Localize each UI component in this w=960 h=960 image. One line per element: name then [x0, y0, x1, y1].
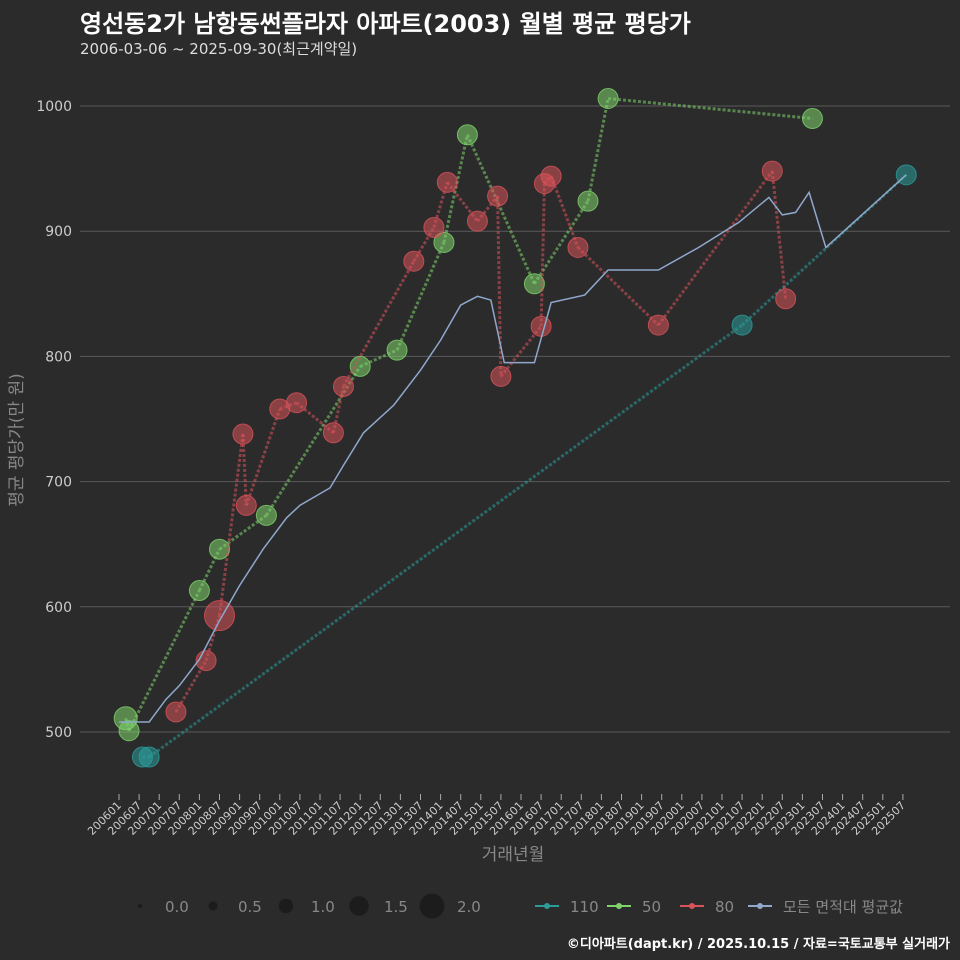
series-80-segment: [218, 433, 245, 616]
series-80-segment: [549, 175, 580, 249]
series-50-point: [118, 720, 140, 742]
series-80-point: [761, 160, 783, 182]
series-80-segment: [576, 246, 660, 327]
x-axis-title: 거래년월: [482, 845, 545, 865]
series-50-point: [386, 339, 408, 361]
series-80-point: [775, 288, 797, 310]
y-tick-label: 1000: [36, 99, 72, 115]
series-50-point: [209, 538, 230, 560]
size-legend-label: 0.5: [238, 898, 262, 916]
series-80-segment: [244, 408, 282, 506]
y-tick-label: 900: [45, 224, 72, 240]
series-50-segment: [395, 241, 446, 351]
credit: ©디아파트(dapt.kr) / 2025.10.15 / 자료=국토교통부 실…: [566, 937, 950, 952]
series-80-point: [466, 210, 488, 232]
series-50-segment: [586, 98, 610, 202]
series-80-point: [487, 185, 509, 207]
series-50-point: [188, 580, 210, 602]
series-80-point: [235, 494, 257, 516]
size-legend-marker: [208, 901, 218, 911]
size-legend-label: 1.0: [311, 898, 335, 916]
series-50-point: [255, 504, 277, 526]
legend-label: 110: [570, 898, 599, 916]
series-50-segment: [607, 96, 813, 121]
series-80-point: [423, 216, 445, 238]
series-80-point: [286, 392, 308, 414]
series-50-point: [801, 108, 823, 130]
size-legend-marker: [419, 893, 445, 919]
series-80-point: [490, 365, 512, 387]
size-legend-label: 2.0: [457, 898, 481, 916]
y-tick-label: 700: [45, 475, 72, 491]
series-80-point: [647, 314, 669, 336]
chart-title: 영선동2가 남항동썬플라자 아파트(2003) 월별 평균 평당가: [80, 10, 691, 38]
series-50-point: [349, 355, 371, 377]
series-80-segment: [499, 325, 543, 378]
series-80-point: [436, 171, 458, 193]
size-legend-label: 1.5: [384, 898, 408, 916]
legend-marker-1: [616, 903, 622, 909]
series-50-segment: [466, 134, 536, 285]
size-legend-marker: [349, 896, 369, 916]
series-80-segment: [241, 433, 248, 506]
y-tick-label: 600: [45, 600, 72, 616]
size-legend-marker: [138, 904, 142, 908]
average-line: [119, 174, 907, 723]
size-legend-label: 0.0: [165, 898, 189, 916]
y-tick-label: 800: [45, 349, 72, 365]
chart-subtitle: 2006-03-06 ~ 2025-09-30(최근계약일): [80, 40, 358, 58]
y-tick-label: 500: [45, 725, 72, 741]
series-80-segment: [657, 170, 774, 326]
series-80-segment: [342, 260, 416, 388]
legend-label: 50: [642, 898, 661, 916]
series-80-segment: [770, 170, 788, 299]
legend-label: 80: [715, 898, 734, 916]
legend-label: 모든 면적대 평균값: [783, 898, 903, 916]
series-80-point: [165, 701, 187, 723]
series-110-point: [731, 314, 753, 336]
series-80-point: [332, 375, 354, 397]
series-50-point: [433, 231, 455, 253]
series-80-point: [530, 315, 552, 337]
series-50-point: [456, 124, 478, 146]
size-legend-marker: [278, 898, 294, 914]
series-80-segment: [539, 183, 546, 327]
series-110-segment: [148, 323, 743, 759]
series-50-segment: [127, 589, 201, 732]
legend-marker-3: [757, 903, 763, 909]
series-110-point: [138, 746, 160, 768]
series-80-point: [204, 600, 235, 632]
series-80-point: [540, 165, 562, 187]
series-80-point: [322, 422, 344, 444]
series-50-point: [597, 87, 619, 109]
series-50-point: [523, 273, 545, 295]
series-80-segment: [496, 196, 503, 377]
series-80-point: [403, 250, 425, 272]
legend-marker-0: [544, 903, 550, 909]
series-80-point: [567, 236, 589, 258]
legend-marker-2: [689, 903, 695, 909]
series-80-point: [232, 423, 254, 445]
y-axis-title: 평균 평당가(만 원): [7, 373, 27, 507]
series-50-point: [577, 190, 599, 212]
